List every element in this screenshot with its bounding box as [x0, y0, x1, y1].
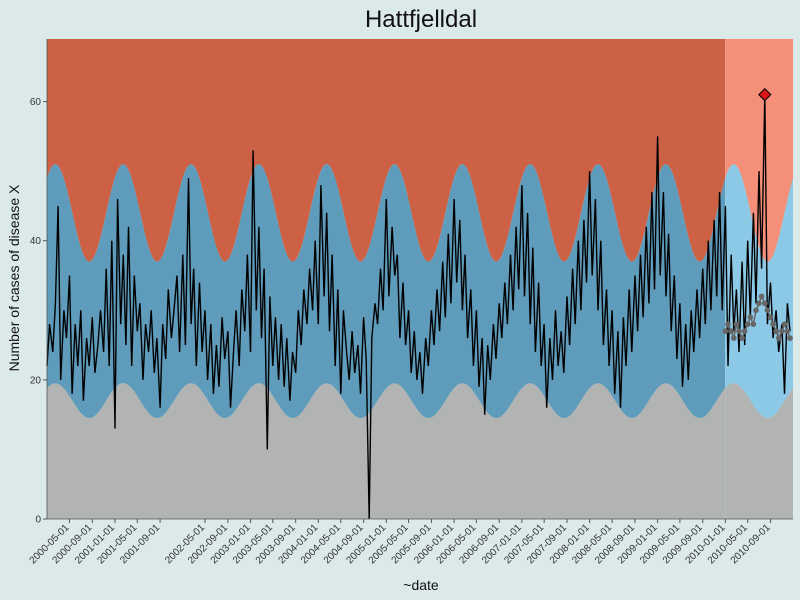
y-tick-label: 40	[30, 236, 42, 247]
x-axis-label: ~date	[403, 577, 439, 593]
y-tick-label: 0	[35, 515, 41, 526]
middle-band-test	[725, 164, 793, 419]
y-tick-label: 20	[30, 375, 42, 386]
observed-series-line	[46, 94, 791, 520]
expected-point	[728, 328, 734, 335]
upper-band-test	[725, 39, 793, 262]
expected-point	[747, 314, 754, 321]
upper-band-training	[47, 39, 726, 262]
expected-point	[770, 321, 776, 328]
expected-point	[784, 328, 791, 335]
expected-point	[781, 321, 788, 328]
expected-point	[725, 321, 731, 328]
expected-point	[731, 335, 737, 341]
y-axis: 0 20 40 60	[30, 39, 48, 526]
expected-point	[722, 328, 729, 335]
expected-point	[741, 328, 748, 335]
expected-layer	[722, 293, 793, 341]
expected-point	[744, 321, 751, 328]
expected-point	[753, 307, 759, 314]
chart-title: Hattfjelldal	[365, 6, 477, 33]
expected-point	[764, 307, 771, 314]
expected-point	[767, 314, 774, 321]
lower-band-test	[725, 383, 793, 519]
expected-point	[787, 335, 793, 341]
expected-point	[736, 328, 742, 335]
y-tick-label: 60	[30, 97, 42, 108]
lower-band-training	[47, 383, 726, 519]
expected-point	[773, 328, 779, 335]
expected-point	[762, 300, 768, 307]
expected-point	[739, 335, 745, 341]
alert-point	[758, 87, 772, 102]
observed-layer	[46, 94, 791, 520]
expected-point	[756, 300, 762, 307]
expected-point	[750, 321, 757, 328]
y-axis-label: Number of cases of disease X	[6, 184, 22, 371]
expected-point	[758, 293, 765, 300]
expected-point	[775, 335, 782, 341]
expected-point	[733, 321, 740, 328]
expected-point	[779, 328, 785, 335]
alert-layer	[758, 87, 772, 102]
band-layer	[47, 39, 793, 519]
